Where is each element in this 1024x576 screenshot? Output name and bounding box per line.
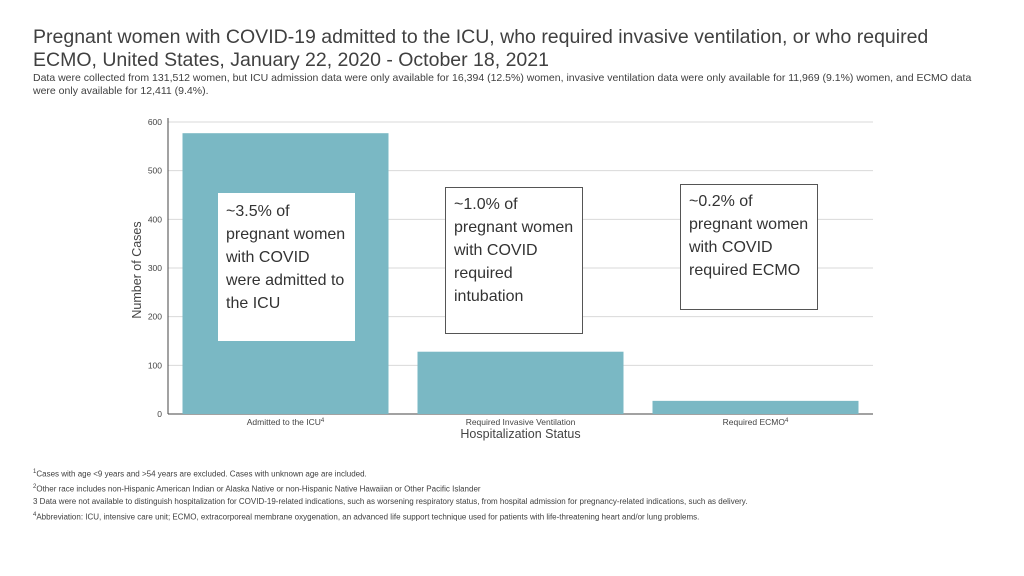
y-tick-label: 400 bbox=[148, 214, 162, 224]
x-tick-label: Required Invasive Ventilation bbox=[466, 417, 576, 427]
y-tick-label: 600 bbox=[148, 117, 162, 127]
footnote-marker: 4 bbox=[33, 511, 37, 518]
y-tick-label: 100 bbox=[148, 360, 162, 370]
x-tick-superscript: 4 bbox=[785, 418, 789, 424]
y-tick-label: 300 bbox=[148, 263, 162, 273]
footnote-text: Other race includes non-Hispanic America… bbox=[36, 484, 481, 494]
x-tick-label: Required ECMO4 bbox=[723, 417, 789, 427]
footnote-text: Abbreviation: ICU, intensive care unit; … bbox=[36, 512, 700, 522]
footnote-marker: 1 bbox=[33, 469, 37, 475]
footnote-marker: 2 bbox=[33, 484, 37, 491]
x-tick-label: Admitted to the ICU4 bbox=[247, 417, 325, 427]
bar bbox=[417, 351, 624, 414]
x-tick-superscript: 4 bbox=[321, 418, 325, 424]
footnote-1: 1Cases with age <9 years and >54 years a… bbox=[33, 466, 993, 481]
x-axis-title: Hospitalization Status bbox=[460, 427, 580, 441]
y-tick-label: 200 bbox=[148, 312, 162, 322]
footnote-2: 2Other race includes non-Hispanic Americ… bbox=[33, 481, 993, 496]
callout-icu: ~3.5% of pregnant women with COVID were … bbox=[218, 193, 355, 341]
y-axis-title: Number of Cases bbox=[130, 221, 144, 318]
y-tick-label: 500 bbox=[148, 166, 162, 176]
footnote-4: 4Abbreviation: ICU, intensive care unit;… bbox=[33, 509, 993, 524]
chart-subtitle: Data were collected from 131,512 women, … bbox=[33, 72, 972, 97]
footnotes: 1Cases with age <9 years and >54 years a… bbox=[33, 466, 993, 524]
callout-intubation: ~1.0% of pregnant women with COVID requi… bbox=[445, 187, 583, 334]
footnote-3: 3 Data were not available to distinguish… bbox=[33, 497, 748, 507]
footnote-text: Data were not available to distinguish h… bbox=[37, 497, 748, 507]
chart-title: Pregnant women with COVID-19 admitted to… bbox=[33, 26, 929, 71]
callout-ecmo: ~0.2% of pregnant women with COVID requi… bbox=[680, 184, 818, 310]
footnote-text: Cases with age <9 years and >54 years ar… bbox=[36, 469, 367, 479]
bar bbox=[652, 400, 859, 414]
y-tick-label: 0 bbox=[157, 409, 162, 419]
